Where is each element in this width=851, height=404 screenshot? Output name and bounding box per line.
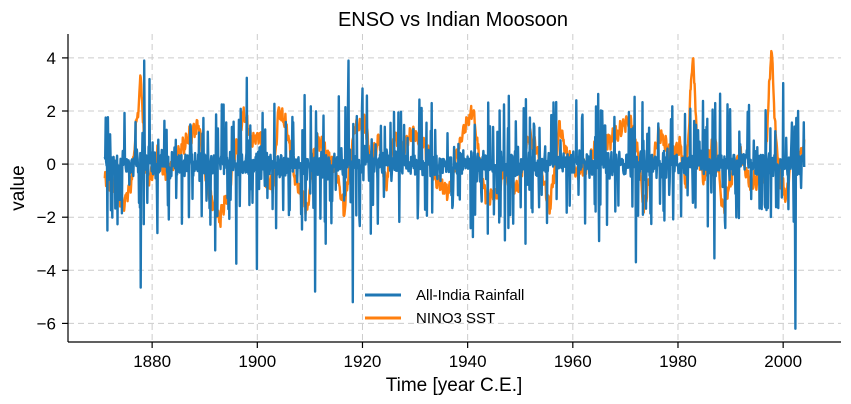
y-tick-label: 0 xyxy=(47,155,56,174)
x-tick-label: 1880 xyxy=(133,352,171,371)
legend: All-India Rainfall NINO3 SST xyxy=(365,287,524,327)
y-tick-label: 2 xyxy=(47,102,56,121)
y-tick-label: −2 xyxy=(37,208,56,227)
x-tick-label: 1920 xyxy=(344,352,382,371)
axes xyxy=(67,34,841,343)
y-tick-label: −4 xyxy=(37,261,56,280)
x-tick-label: 1960 xyxy=(554,352,592,371)
x-tick-label: 1980 xyxy=(659,352,697,371)
chart-title: ENSO vs Indian Moosoon xyxy=(338,9,568,31)
legend-label-rainfall: All-India Rainfall xyxy=(416,287,524,304)
axis-ticks: 1880 1900 1920 1940 1960 1980 2000 4 2 0 −2 −4 −6 xyxy=(37,49,802,371)
x-tick-label: 1940 xyxy=(449,352,487,371)
series-line-rainfall xyxy=(103,59,806,330)
y-tick-label: 4 xyxy=(47,49,56,68)
series-lines xyxy=(103,49,806,330)
y-tick-label: −6 xyxy=(37,314,56,333)
x-axis-label: Time [year C.E.] xyxy=(386,375,523,396)
y-axis-label: value xyxy=(8,165,29,210)
legend-label-nino3: NINO3 SST xyxy=(416,310,495,327)
x-tick-label: 2000 xyxy=(764,352,802,371)
x-tick-label: 1900 xyxy=(238,352,276,371)
